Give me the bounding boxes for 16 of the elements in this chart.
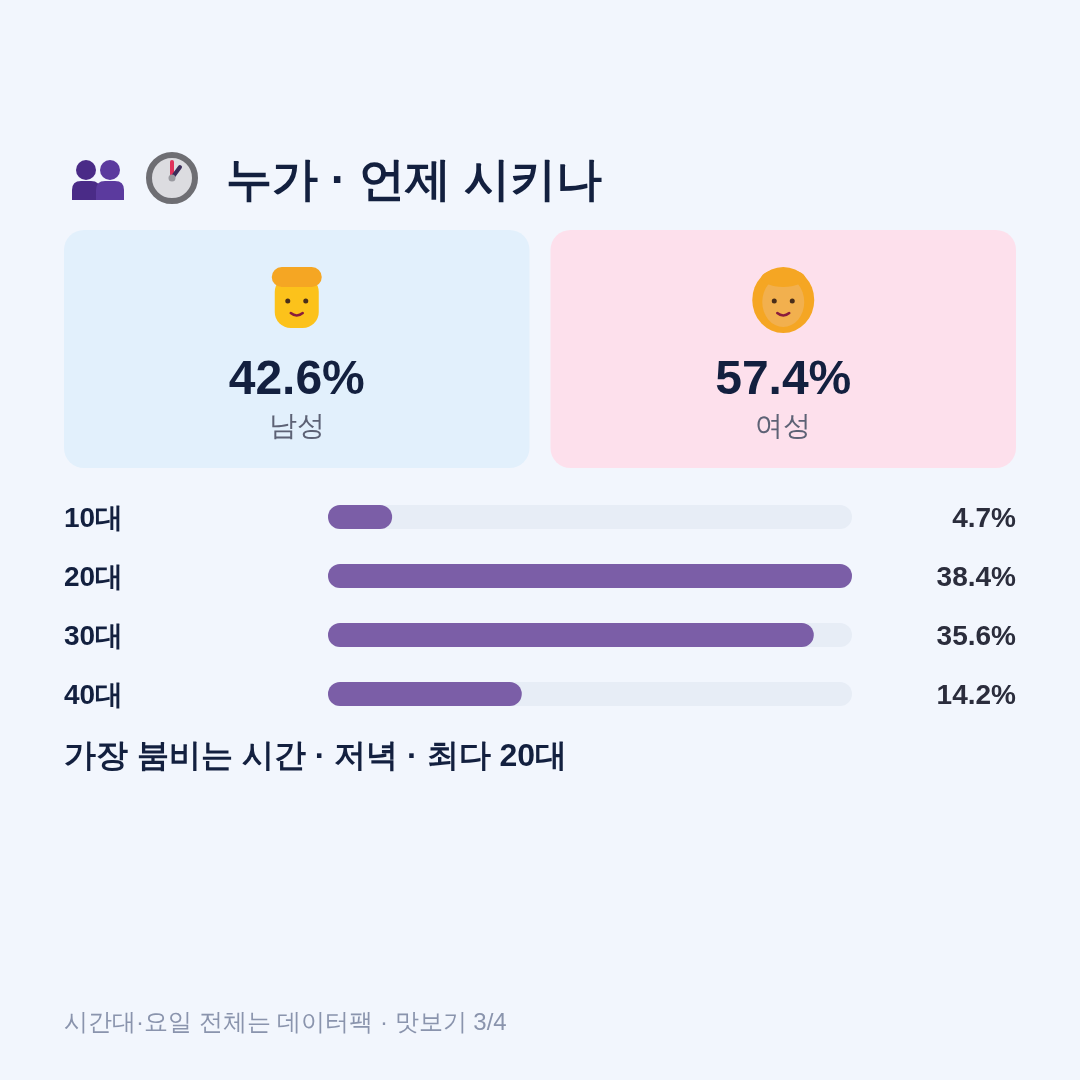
- data-label: 38.4%: [936, 560, 1017, 592]
- data-label: 14.2%: [936, 678, 1017, 710]
- text: 가장 붐비는 시간 · 저녁 · 최다 20대: [64, 737, 568, 773]
- bar: [328, 505, 393, 529]
- text: 42.6%: [228, 351, 365, 404]
- text: 시간대·요일 전체는 데이터팩 · 맛보기 3/4: [64, 1008, 507, 1035]
- y-tick-label: 20대: [64, 560, 124, 592]
- text: 누가 · 언제 시키나: [226, 153, 602, 205]
- y-tick-label: 40대: [64, 678, 124, 710]
- category-label: 남성: [268, 410, 325, 441]
- y-tick-label: 30대: [64, 619, 124, 651]
- category-label: 여성: [755, 410, 812, 441]
- y-tick-label: 10대: [64, 501, 124, 533]
- data-label: 4.7%: [952, 501, 1017, 533]
- text: 57.4%: [715, 351, 852, 404]
- data-label: 35.6%: [936, 619, 1017, 651]
